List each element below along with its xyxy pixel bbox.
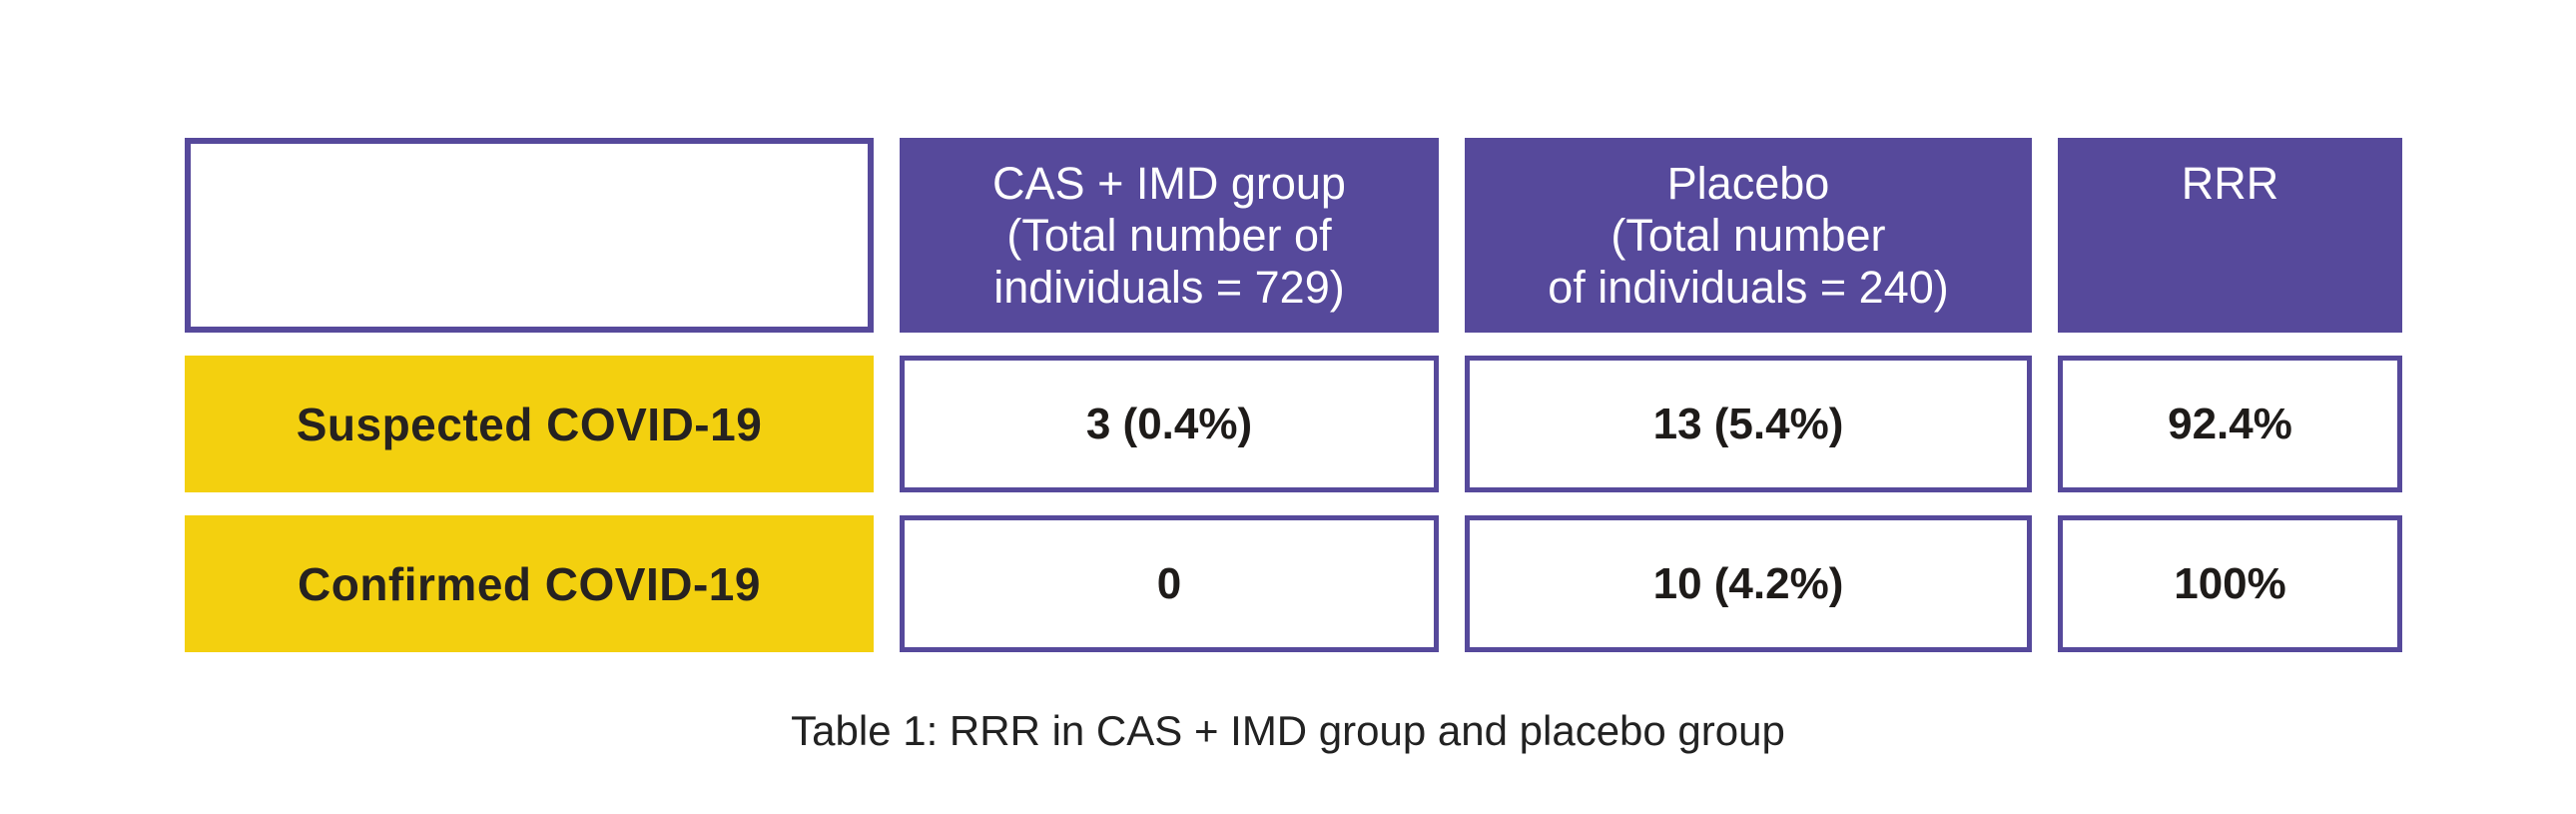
cell-confirmed-cas-imd: 0 [900,515,1439,652]
cell-suspected-cas-imd: 3 (0.4%) [900,356,1439,492]
header-cell-cas-imd-group: CAS + IMD group (Total number of individ… [900,138,1439,333]
header-cell-empty [185,138,874,333]
cell-confirmed-rrr: 100% [2058,515,2402,652]
row-label-confirmed-covid19: Confirmed COVID-19 [185,515,874,652]
cell-confirmed-placebo: 10 (4.2%) [1465,515,2032,652]
header-cell-placebo: Placebo (Total number of individuals = 2… [1465,138,2032,333]
row-label-suspected-covid19: Suspected COVID-19 [185,356,874,492]
rrr-table: CAS + IMD group (Total number of individ… [185,138,2402,652]
cell-suspected-rrr: 92.4% [2058,356,2402,492]
header-cell-rrr: RRR [2058,138,2402,333]
table-caption: Table 1: RRR in CAS + IMD group and plac… [791,707,1785,754]
cell-suspected-placebo: 13 (5.4%) [1465,356,2032,492]
